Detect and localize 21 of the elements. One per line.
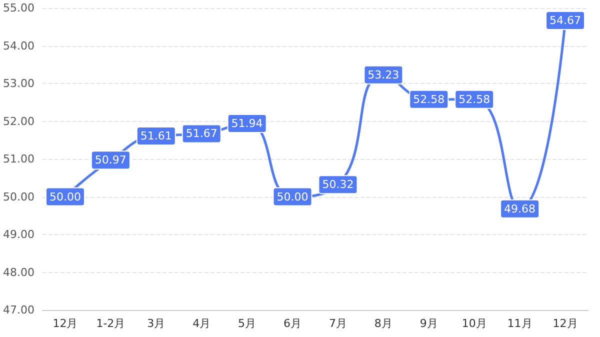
y-tick-label: 51.00: [2, 152, 34, 166]
x-tick-label: 3月: [147, 317, 166, 330]
x-tick-label: 1-2月: [96, 317, 126, 330]
y-tick-label: 55.00: [2, 2, 34, 14]
x-tick-label: 5月: [238, 317, 256, 330]
x-tick-label: 7月: [328, 317, 347, 330]
x-tick-label: 9月: [420, 317, 438, 330]
x-tick-label: 10月: [462, 317, 487, 330]
x-tick-label: 12月: [552, 317, 578, 330]
y-tick-label: 50.00: [2, 190, 34, 204]
y-tick-label: 48.00: [2, 266, 34, 279]
y-tick-label: 49.00: [2, 228, 34, 241]
x-tick-label: 4月: [192, 317, 211, 330]
y-tick-label: 52.00: [2, 114, 34, 128]
x-tick-label: 12月: [52, 317, 78, 330]
y-tick-label: 53.00: [2, 77, 34, 90]
y-tick-label: 47.00: [2, 304, 34, 316]
x-tick-label: 6月: [284, 317, 302, 330]
x-tick-label: 8月: [374, 317, 392, 330]
x-tick-label: 11月: [507, 317, 532, 330]
y-tick-label: 54.00: [2, 39, 34, 52]
